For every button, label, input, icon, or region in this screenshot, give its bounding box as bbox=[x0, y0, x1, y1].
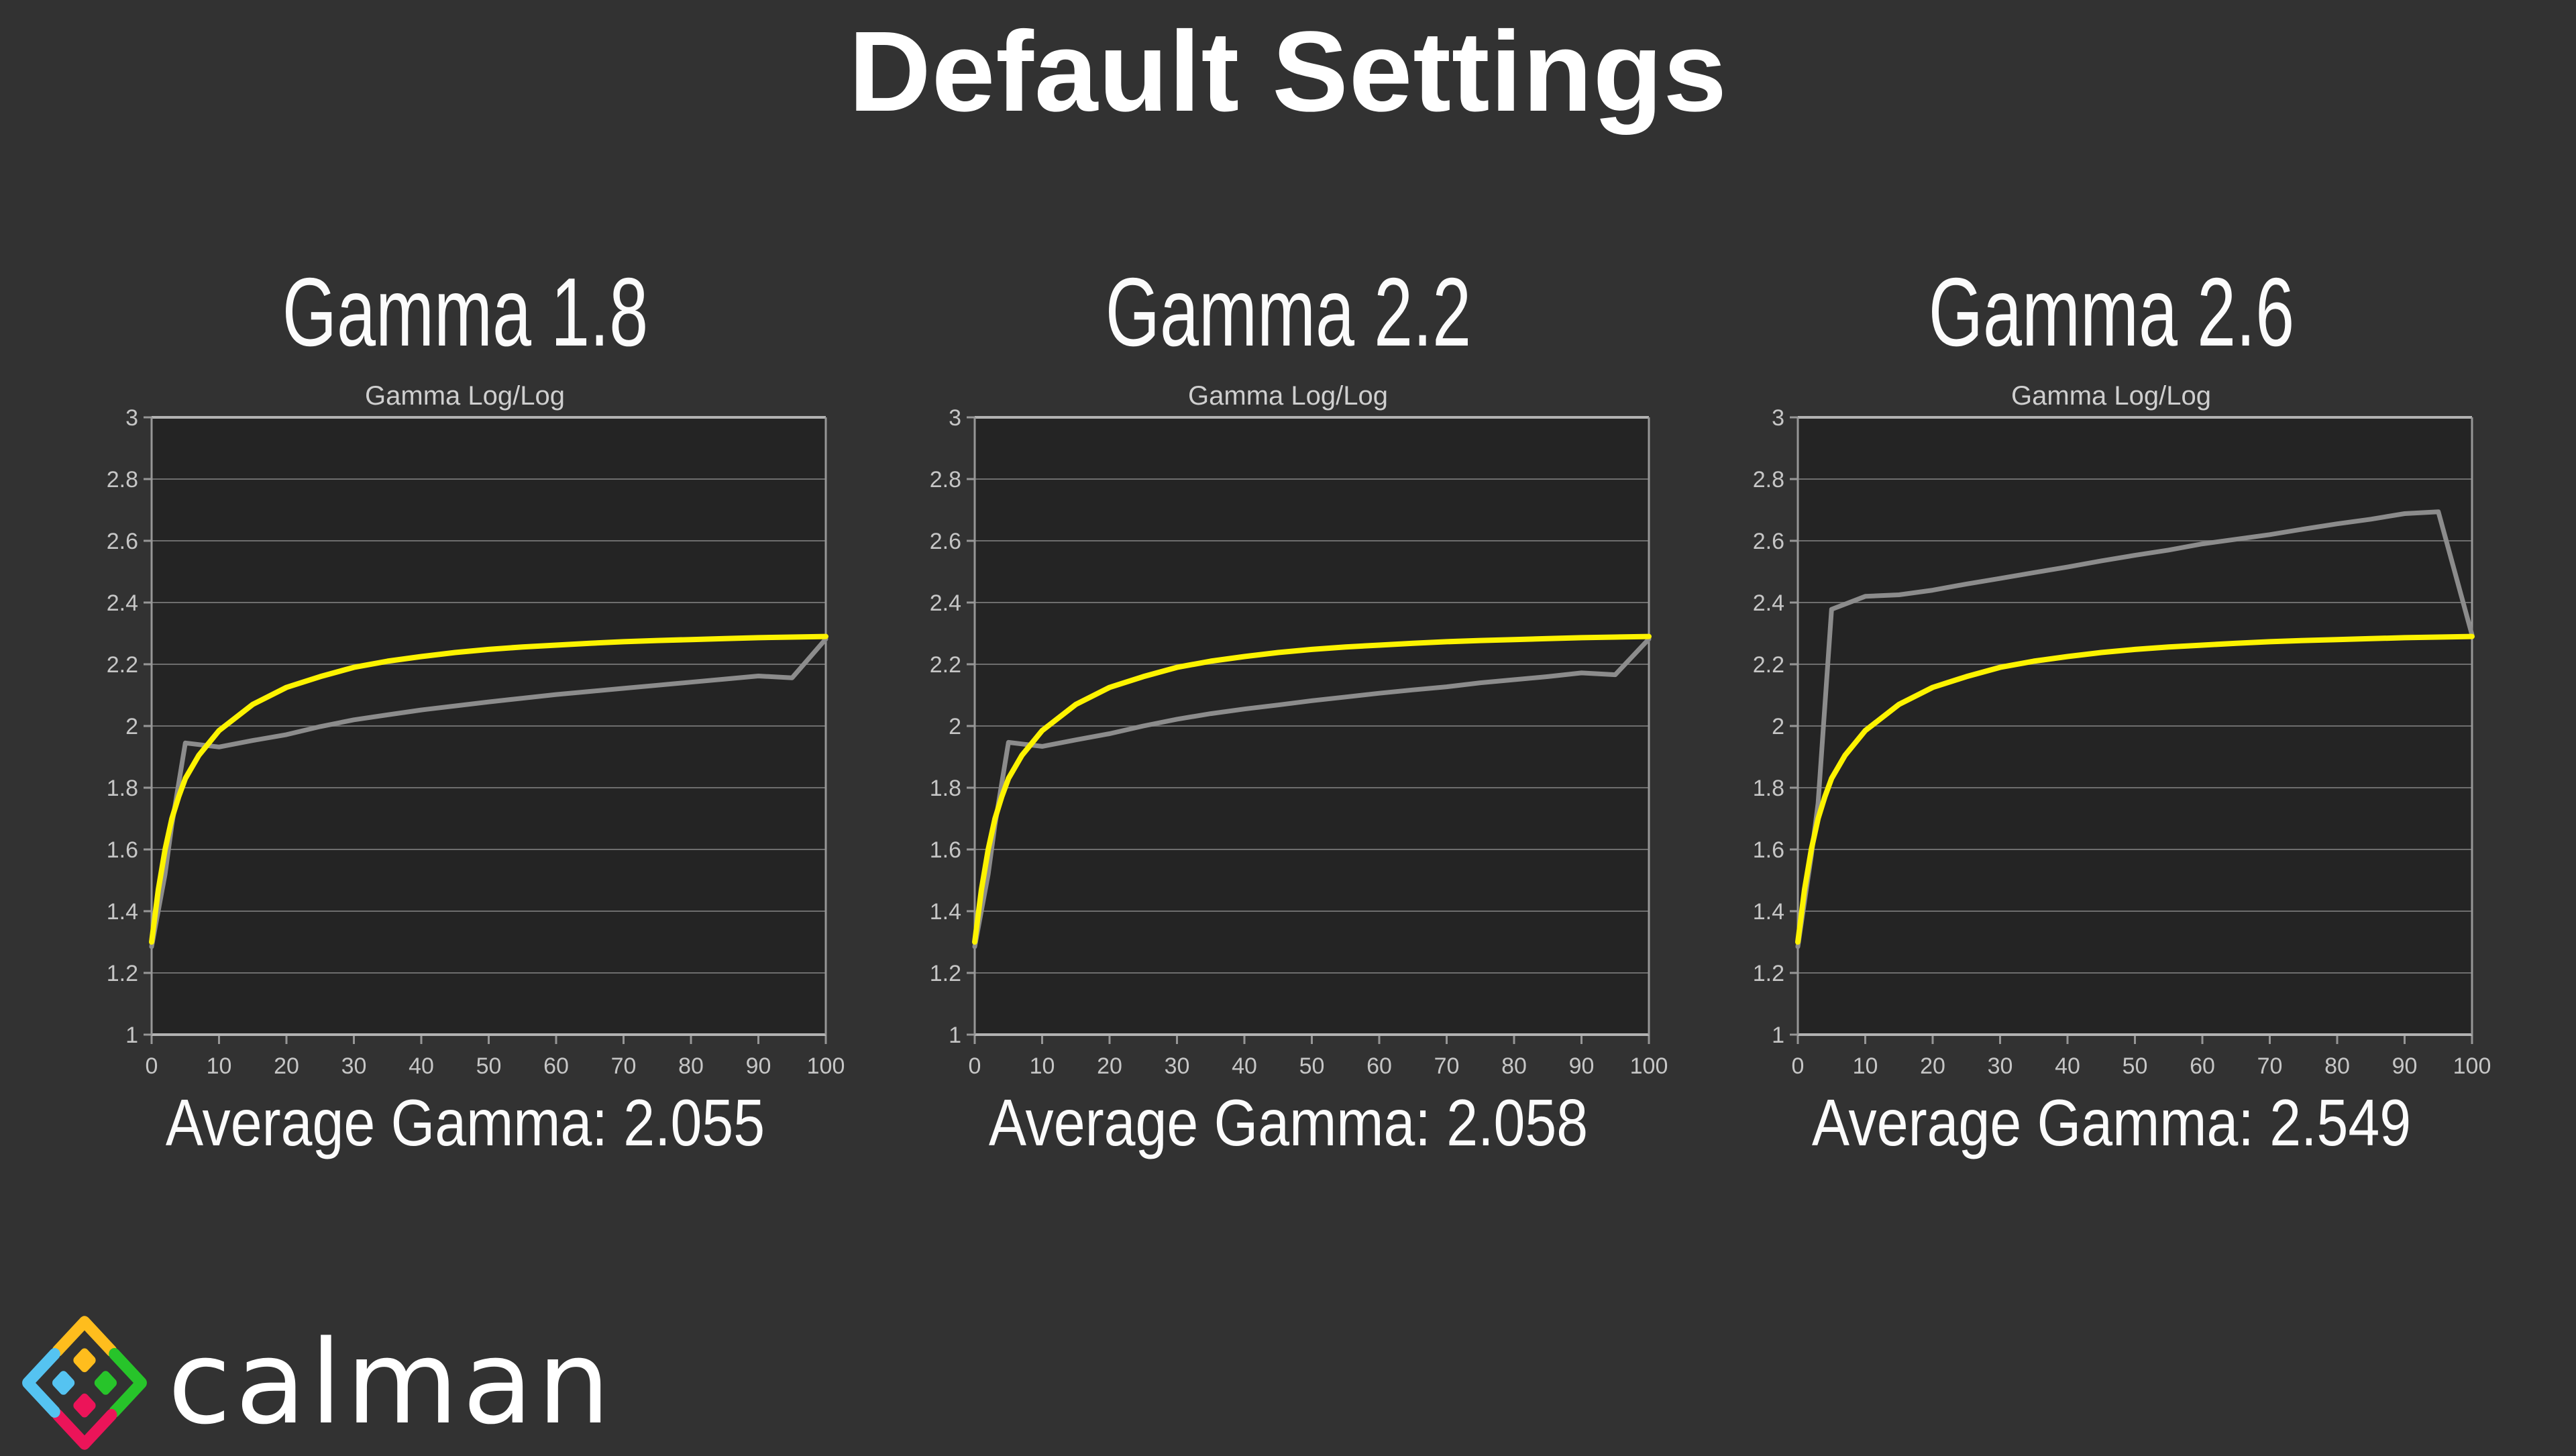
gamma-log-log-chart: 3 2.8 2.6 2.4 2.2 2 1.8 1.6 1.4 1.2 10 10 20 30 40 50 60… bbox=[106, 409, 845, 1079]
chart-header: Gamma 2.6 bbox=[1928, 257, 2294, 366]
chart-plot-title: Gamma Log/Log bbox=[1188, 380, 1388, 411]
average-gamma-label: Average Gamma: 2.058 bbox=[988, 1085, 1588, 1159]
svg-text:2.6: 2.6 bbox=[929, 529, 961, 554]
svg-text:2.8: 2.8 bbox=[929, 467, 961, 492]
svg-text:1: 1 bbox=[125, 1023, 138, 1048]
svg-text:40: 40 bbox=[2055, 1053, 2080, 1079]
svg-text:1.2: 1.2 bbox=[106, 961, 138, 986]
svg-text:60: 60 bbox=[1366, 1053, 1392, 1079]
svg-text:2.4: 2.4 bbox=[929, 590, 961, 616]
svg-text:100: 100 bbox=[806, 1053, 845, 1079]
svg-text:2: 2 bbox=[949, 714, 961, 739]
chart-plot-title: Gamma Log/Log bbox=[365, 380, 565, 411]
svg-text:1.8: 1.8 bbox=[929, 776, 961, 801]
svg-text:3: 3 bbox=[949, 409, 961, 431]
svg-text:80: 80 bbox=[1501, 1053, 1527, 1079]
svg-text:1: 1 bbox=[949, 1023, 961, 1048]
calman-logo-icon bbox=[22, 1316, 147, 1450]
svg-text:2: 2 bbox=[1772, 714, 1784, 739]
svg-text:90: 90 bbox=[2392, 1053, 2417, 1079]
svg-text:10: 10 bbox=[1029, 1053, 1055, 1079]
svg-text:1.6: 1.6 bbox=[1752, 837, 1784, 863]
svg-text:1.6: 1.6 bbox=[106, 837, 138, 863]
svg-text:2: 2 bbox=[125, 714, 138, 739]
svg-text:70: 70 bbox=[610, 1053, 636, 1079]
svg-text:80: 80 bbox=[2324, 1053, 2350, 1079]
svg-text:1.4: 1.4 bbox=[106, 899, 138, 925]
chart-plot-title: Gamma Log/Log bbox=[2011, 380, 2211, 411]
svg-text:70: 70 bbox=[2257, 1053, 2282, 1079]
svg-text:1.2: 1.2 bbox=[1752, 961, 1784, 986]
svg-text:1.4: 1.4 bbox=[1752, 899, 1784, 925]
svg-text:1.8: 1.8 bbox=[106, 776, 138, 801]
svg-text:30: 30 bbox=[1164, 1053, 1189, 1079]
svg-text:1.2: 1.2 bbox=[929, 961, 961, 986]
chart-column-gamma-1-8: Gamma 1.8 Gamma Log/Log 3 2.8 2.6 2.4 2.2 2 1.… bbox=[74, 257, 856, 1159]
svg-text:70: 70 bbox=[1434, 1053, 1459, 1079]
gamma-log-log-chart: 3 2.8 2.6 2.4 2.2 2 1.8 1.6 1.4 1.2 10 10 20 30 40 50 60… bbox=[929, 409, 1668, 1079]
svg-text:0: 0 bbox=[1791, 1053, 1804, 1079]
svg-text:60: 60 bbox=[2190, 1053, 2215, 1079]
svg-text:2.2: 2.2 bbox=[1752, 652, 1784, 678]
svg-text:1.6: 1.6 bbox=[929, 837, 961, 863]
svg-text:10: 10 bbox=[206, 1053, 231, 1079]
svg-text:50: 50 bbox=[476, 1053, 501, 1079]
average-gamma-label: Average Gamma: 2.055 bbox=[165, 1085, 765, 1159]
svg-text:2.4: 2.4 bbox=[1752, 590, 1784, 616]
svg-text:2.8: 2.8 bbox=[106, 467, 138, 492]
svg-text:10: 10 bbox=[1852, 1053, 1878, 1079]
average-gamma-label: Average Gamma: 2.549 bbox=[1811, 1085, 2411, 1159]
calman-logo-text: calman bbox=[168, 1315, 614, 1451]
svg-text:40: 40 bbox=[1232, 1053, 1257, 1079]
chart-column-gamma-2-6: Gamma 2.6 Gamma Log/Log 3 2.8 2.6 2.4 2.2 2 1.… bbox=[1721, 257, 2502, 1159]
svg-text:100: 100 bbox=[1629, 1053, 1668, 1079]
chart-header: Gamma 1.8 bbox=[282, 257, 648, 366]
svg-text:2.4: 2.4 bbox=[106, 590, 138, 616]
svg-text:40: 40 bbox=[409, 1053, 434, 1079]
chart-column-gamma-2-2: Gamma 2.2 Gamma Log/Log 3 2.8 2.6 2.4 2.2 2 1.… bbox=[898, 257, 1679, 1159]
svg-text:50: 50 bbox=[2122, 1053, 2147, 1079]
chart-header: Gamma 2.2 bbox=[1105, 257, 1471, 366]
svg-text:2.6: 2.6 bbox=[1752, 529, 1784, 554]
svg-text:30: 30 bbox=[341, 1053, 366, 1079]
svg-text:80: 80 bbox=[678, 1053, 704, 1079]
svg-text:3: 3 bbox=[1772, 409, 1784, 431]
svg-text:2.6: 2.6 bbox=[106, 529, 138, 554]
gamma-log-log-chart: 3 2.8 2.6 2.4 2.2 2 1.8 1.6 1.4 1.2 10 10 20 30 40 50 60… bbox=[1752, 409, 2491, 1079]
svg-text:20: 20 bbox=[1097, 1053, 1122, 1079]
svg-text:20: 20 bbox=[1920, 1053, 1945, 1079]
svg-text:0: 0 bbox=[145, 1053, 158, 1079]
svg-text:90: 90 bbox=[1568, 1053, 1594, 1079]
svg-text:1: 1 bbox=[1772, 1023, 1784, 1048]
svg-text:100: 100 bbox=[2453, 1053, 2491, 1079]
svg-text:1.4: 1.4 bbox=[929, 899, 961, 925]
svg-text:20: 20 bbox=[274, 1053, 299, 1079]
svg-text:30: 30 bbox=[1987, 1053, 2012, 1079]
svg-text:2.2: 2.2 bbox=[929, 652, 961, 678]
svg-text:2.2: 2.2 bbox=[106, 652, 138, 678]
svg-text:60: 60 bbox=[543, 1053, 569, 1079]
svg-text:1.8: 1.8 bbox=[1752, 776, 1784, 801]
svg-text:90: 90 bbox=[745, 1053, 771, 1079]
svg-text:2.8: 2.8 bbox=[1752, 467, 1784, 492]
svg-text:3: 3 bbox=[125, 409, 138, 431]
svg-text:0: 0 bbox=[968, 1053, 981, 1079]
page-title: Default Settings bbox=[848, 8, 1727, 136]
calman-logo: calman bbox=[20, 1314, 614, 1452]
svg-text:50: 50 bbox=[1299, 1053, 1324, 1079]
charts-row: Gamma 1.8 Gamma Log/Log 3 2.8 2.6 2.4 2.2 2 1.… bbox=[0, 257, 2576, 1159]
